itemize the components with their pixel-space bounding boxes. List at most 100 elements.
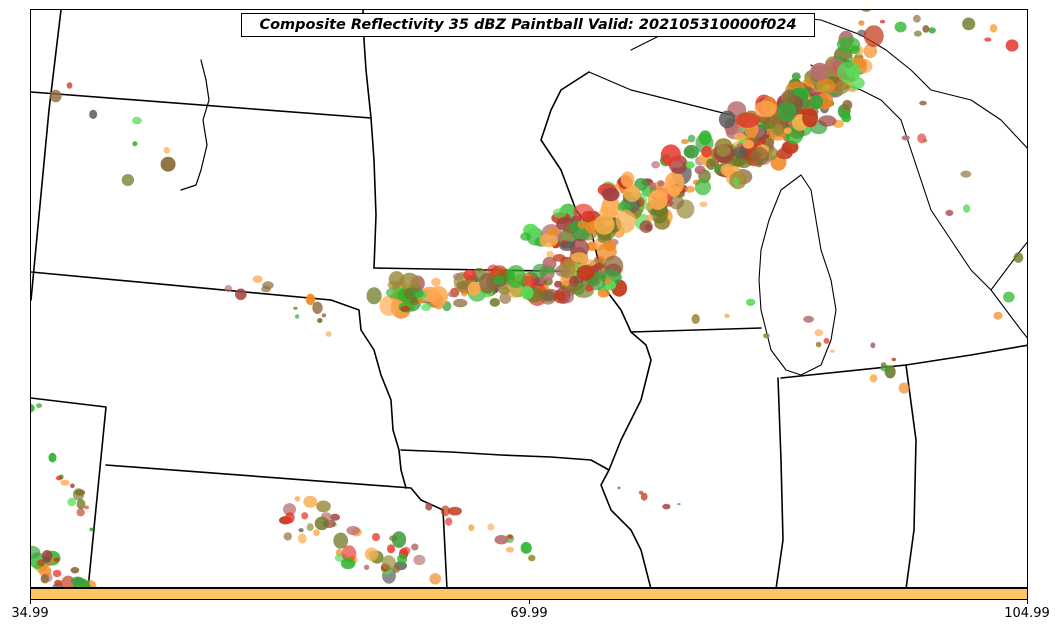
colorbar-tick-left bbox=[30, 600, 31, 604]
reflectivity-blob bbox=[36, 403, 43, 408]
reflectivity-blob bbox=[554, 280, 563, 288]
reflectivity-blob bbox=[381, 555, 396, 571]
colorbar bbox=[30, 588, 1028, 600]
reflectivity-blob bbox=[696, 169, 705, 175]
reflectivity-blob bbox=[559, 258, 576, 279]
reflectivity-blob bbox=[917, 133, 927, 144]
reflectivity-blob bbox=[984, 37, 992, 42]
reflectivity-blob bbox=[52, 569, 62, 578]
reflectivity-blob bbox=[617, 201, 631, 213]
reflectivity-blob bbox=[699, 201, 708, 208]
reflectivity-blob bbox=[870, 342, 876, 349]
reflectivity-blob bbox=[305, 293, 316, 306]
border-sd-nd bbox=[31, 91, 372, 119]
lake-huron-north bbox=[930, 89, 1027, 149]
reflectivity-blob bbox=[836, 36, 861, 53]
border-ks-mo bbox=[105, 464, 448, 587]
reflectivity-blob bbox=[750, 147, 769, 166]
reflectivity-blob bbox=[400, 305, 410, 312]
reflectivity-blob bbox=[863, 25, 884, 47]
reflectivity-blob bbox=[235, 288, 247, 301]
reflectivity-blob bbox=[687, 134, 696, 143]
reflectivity-blob bbox=[733, 133, 746, 141]
reflectivity-blob bbox=[668, 195, 684, 210]
reflectivity-blob bbox=[928, 27, 936, 34]
reflectivity-blob bbox=[791, 72, 801, 81]
reflectivity-blob bbox=[321, 313, 327, 318]
reflectivity-blob bbox=[660, 144, 682, 166]
reflectivity-blob bbox=[489, 298, 500, 307]
reflectivity-blob bbox=[576, 265, 595, 281]
reflectivity-blob bbox=[252, 275, 263, 283]
reflectivity-blob bbox=[340, 558, 356, 570]
reflectivity-blob bbox=[1013, 252, 1024, 263]
reflectivity-blob bbox=[615, 209, 636, 233]
reflectivity-blob bbox=[283, 532, 292, 541]
reflectivity-blob bbox=[293, 306, 298, 310]
reflectivity-blob bbox=[1005, 39, 1019, 52]
reflectivity-blob bbox=[295, 314, 300, 319]
reflectivity-blob bbox=[431, 277, 441, 287]
reflectivity-blob bbox=[303, 495, 318, 508]
reflectivity-blob bbox=[409, 298, 419, 306]
reflectivity-blob bbox=[532, 263, 548, 279]
reflectivity-blob bbox=[505, 546, 514, 553]
reflectivity-blob bbox=[425, 502, 433, 511]
reflectivity-blob bbox=[121, 174, 135, 186]
reflectivity-blob bbox=[387, 280, 400, 290]
reflectivity-blob bbox=[132, 141, 138, 147]
reflectivity-blob bbox=[298, 533, 307, 544]
reflectivity-blob bbox=[411, 288, 424, 299]
reflectivity-blob bbox=[467, 281, 481, 296]
reflectivity-blob bbox=[691, 314, 700, 324]
reflectivity-blob bbox=[31, 403, 35, 413]
reflectivity-blob bbox=[379, 295, 399, 316]
reflectivity-blob bbox=[494, 534, 509, 545]
reflectivity-blob bbox=[49, 89, 62, 103]
reflectivity-blob bbox=[566, 283, 578, 293]
border-il-wi bbox=[630, 327, 762, 333]
reflectivity-blob bbox=[89, 109, 98, 119]
reflectivity-blob bbox=[520, 542, 532, 554]
reflectivity-blob bbox=[684, 185, 695, 193]
reflectivity-blob bbox=[842, 99, 853, 111]
reflectivity-blob bbox=[298, 528, 304, 533]
reflectivity-blob bbox=[498, 286, 511, 295]
reflectivity-blob bbox=[620, 171, 635, 188]
reflectivity-blob bbox=[762, 120, 776, 130]
reflectivity-blob bbox=[54, 579, 62, 587]
reflectivity-blob bbox=[993, 311, 1003, 320]
reflectivity-blob bbox=[89, 527, 94, 532]
reflectivity-blob bbox=[919, 100, 927, 106]
reflectivity-blob bbox=[48, 452, 57, 463]
reflectivity-blob bbox=[639, 220, 653, 233]
reflectivity-blob bbox=[783, 89, 796, 104]
reflectivity-blob bbox=[724, 313, 730, 318]
reflectivity-blob bbox=[647, 189, 668, 210]
reflectivity-blob bbox=[763, 333, 770, 339]
reflectivity-blob bbox=[294, 496, 301, 502]
border-missouri-river bbox=[330, 299, 407, 489]
reflectivity-blob bbox=[879, 19, 886, 24]
reflectivity-blob bbox=[56, 475, 62, 481]
reflectivity-blob bbox=[810, 62, 830, 81]
reflectivity-blob bbox=[386, 544, 396, 554]
reflectivity-blob bbox=[718, 110, 736, 129]
map-canvas bbox=[31, 10, 1027, 587]
reflectivity-blob bbox=[285, 512, 295, 524]
reflectivity-blob bbox=[73, 578, 91, 587]
reflectivity-blob bbox=[830, 349, 835, 353]
reflectivity-blob bbox=[913, 14, 921, 23]
reflectivity-blob bbox=[922, 25, 930, 33]
reflectivity-blob bbox=[72, 488, 85, 501]
reflectivity-blob bbox=[493, 275, 505, 286]
reflectivity-blob bbox=[346, 525, 360, 536]
reflectivity-blob bbox=[364, 547, 379, 561]
reflectivity-blob bbox=[453, 298, 468, 308]
reflectivity-blob bbox=[694, 179, 712, 196]
reflectivity-blob bbox=[429, 573, 442, 585]
reflectivity-blob bbox=[963, 204, 971, 213]
lake-michigan bbox=[758, 174, 837, 376]
red-river bbox=[180, 59, 210, 191]
reflectivity-blob bbox=[657, 180, 665, 187]
